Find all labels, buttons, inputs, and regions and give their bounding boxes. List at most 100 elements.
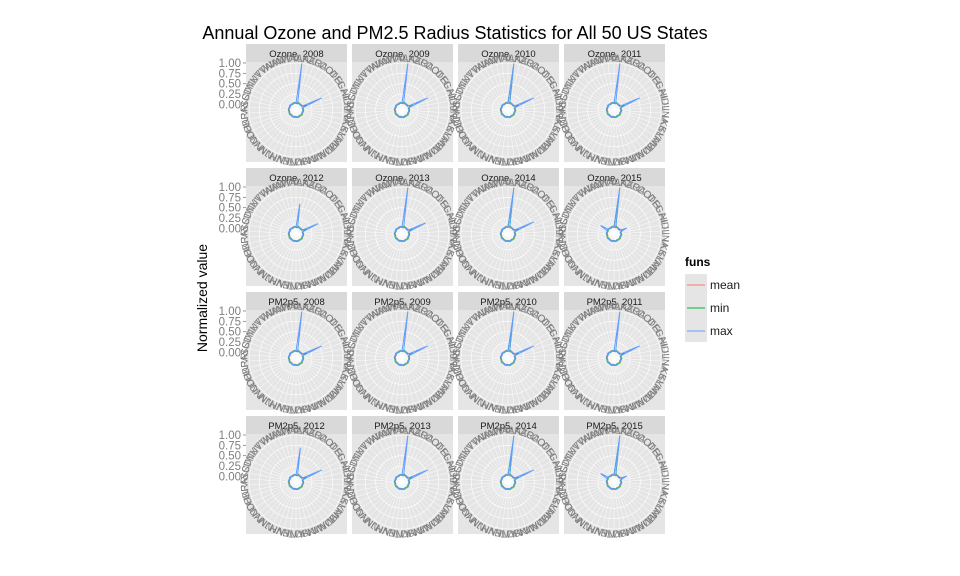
state-tick-label: KS [655, 366, 670, 382]
state-tick-label: OR [239, 235, 253, 252]
state-tick-label: KS [549, 366, 564, 382]
state-tick-label: OK [240, 241, 255, 258]
state-tick-label: NV [487, 276, 504, 290]
state-tick-label: AR [518, 55, 535, 70]
state-tick-label: AK [613, 301, 628, 314]
state-tick-label: HI [444, 88, 458, 101]
state-tick-label: MO [505, 402, 523, 415]
state-tick-label: AR [412, 427, 429, 442]
state-tick-label: NV [275, 276, 292, 290]
facet-strip-label: PM2p5, 2010 [480, 297, 537, 308]
state-tick-label: AR [412, 179, 429, 194]
state-tick-label: AR [624, 303, 641, 318]
state-tick-label: IA [658, 114, 671, 126]
state-tick-label: NH [375, 150, 392, 166]
state-tick-label: MS [512, 152, 530, 166]
state-tick-label: MO [505, 154, 523, 167]
state-tick-label: FL [649, 199, 665, 215]
state-tick-label: HI [338, 212, 352, 225]
state-tick-label: SD [346, 210, 361, 227]
state-tick-label: NV [487, 524, 504, 538]
state-tick-label: OK [558, 489, 573, 506]
state-tick-label: SC [451, 465, 464, 481]
state-tick-label: MI [525, 147, 540, 162]
state-tick-label: PA [557, 106, 569, 120]
facet-strip [352, 44, 453, 62]
state-tick-label: HI [656, 336, 670, 349]
facet-strip [458, 416, 559, 434]
series-max-line [287, 311, 322, 367]
state-tick-label: NJ [475, 519, 491, 535]
state-tick-label: SD [452, 458, 467, 475]
state-tick-label: MI [419, 395, 434, 410]
state-tick-label: TN [348, 204, 364, 221]
state-tick-label: KY [546, 495, 562, 512]
state-tick-label: MO [399, 278, 417, 291]
facet-panel: PM2p5, 2012ALAKAZARCACOCTDEFLGAHIIDILINI… [219, 416, 353, 539]
state-tick-label: IN [341, 108, 353, 119]
state-tick-label: IA [552, 238, 565, 250]
state-tick-label: WI [276, 54, 291, 68]
state-tick-label: AK [613, 425, 628, 438]
facet-strip-label: Ozone, 2010 [481, 49, 535, 60]
state-tick-label: OR [345, 235, 359, 252]
state-tick-label: KS [549, 118, 564, 134]
state-tick-label: AK [401, 177, 416, 190]
state-tick-label: OR [557, 111, 571, 128]
state-tick-label: MN [623, 273, 642, 289]
state-tick-label: NH [587, 522, 604, 538]
state-tick-label: AZ [301, 178, 316, 192]
state-tick-label: AR [306, 179, 323, 194]
state-tick-label: OK [452, 489, 467, 506]
state-tick-label: MO [505, 278, 523, 291]
state-tick-label: RI [345, 349, 357, 360]
state-tick-label: ID [552, 219, 565, 231]
state-tick-label: RI [345, 101, 357, 112]
state-tick-label: RI [345, 473, 357, 484]
state-tick-label: AK [401, 425, 416, 438]
state-tick-label: MN [411, 273, 430, 289]
state-tick-label: WI [594, 426, 609, 440]
state-tick-label: AL [290, 426, 303, 437]
state-tick-label: RI [451, 101, 463, 112]
state-tick-label: FL [331, 75, 347, 91]
facet-strip-label: Ozone, 2008 [269, 49, 323, 60]
state-tick-label: SC [451, 93, 464, 109]
facet-strip [564, 44, 665, 62]
state-tick-label: AR [624, 427, 641, 442]
state-tick-label: AR [624, 55, 641, 70]
state-tick-label: PA [345, 354, 357, 368]
state-tick-label: SD [240, 86, 255, 103]
state-tick-label: NV [487, 152, 504, 166]
state-tick-label: AZ [407, 302, 422, 316]
facet-strip-label: PM2p5, 2013 [374, 421, 431, 432]
facet-strip-label: Ozone, 2009 [375, 49, 429, 60]
state-tick-label: WI [382, 54, 397, 68]
state-tick-label: OR [557, 235, 571, 252]
state-tick-label: AK [401, 301, 416, 314]
state-tick-label: WY [387, 425, 405, 438]
series-max-line [600, 187, 627, 243]
state-tick-label: SD [452, 334, 467, 351]
state-tick-label: MO [505, 526, 523, 539]
state-tick-label: NV [593, 524, 610, 538]
state-tick-label: AK [507, 53, 522, 66]
state-tick-label: NE [282, 278, 297, 291]
state-tick-label: NJ [369, 395, 385, 411]
state-tick-label: MN [623, 149, 642, 165]
state-tick-label: IA [658, 362, 671, 374]
state-tick-label: RI [451, 349, 463, 360]
state-tick-label: OK [452, 241, 467, 258]
facet-strip [564, 292, 665, 310]
state-tick-label: MN [305, 149, 324, 165]
state-tick-label: WI [488, 178, 503, 192]
state-tick-label: NH [481, 274, 498, 290]
state-tick-label: SD [558, 334, 573, 351]
state-tick-label: NE [388, 402, 403, 415]
state-tick-label: OK [240, 365, 255, 382]
y-axis-label: Normalized value [194, 244, 210, 352]
state-tick-label: AZ [619, 426, 634, 440]
state-tick-label: PA [557, 478, 569, 492]
state-tick-label: IA [340, 486, 353, 498]
